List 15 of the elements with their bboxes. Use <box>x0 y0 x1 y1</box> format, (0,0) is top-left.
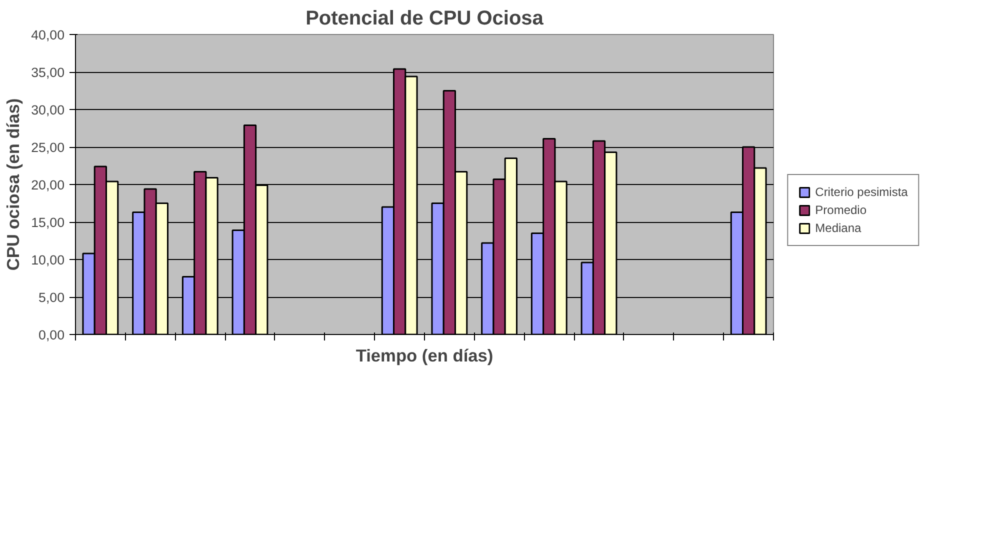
y-tick-label: 15,00 <box>31 215 65 230</box>
y-tick-label: 30,00 <box>31 102 65 118</box>
legend-label: Promedio <box>815 203 867 217</box>
y-tick-label: 35,00 <box>31 65 65 80</box>
y-tick-label: 10,00 <box>31 252 65 268</box>
y-tick-label: 40,00 <box>31 28 65 42</box>
y-tick-label: 0,00 <box>38 328 65 342</box>
legend-label: Mediana <box>815 221 862 235</box>
y-axis-title: CPU ociosa (en días) <box>3 98 24 271</box>
y-tick-label: 5,00 <box>38 290 65 305</box>
y-tick-label: 20,00 <box>31 178 65 192</box>
x-axis-title: Tiempo (en días) <box>356 346 494 366</box>
y-tick-label: 25,00 <box>31 140 65 155</box>
chart-title: Potencial de CPU Ociosa <box>306 8 544 30</box>
legend-label: Criterio pesimista <box>815 185 908 199</box>
